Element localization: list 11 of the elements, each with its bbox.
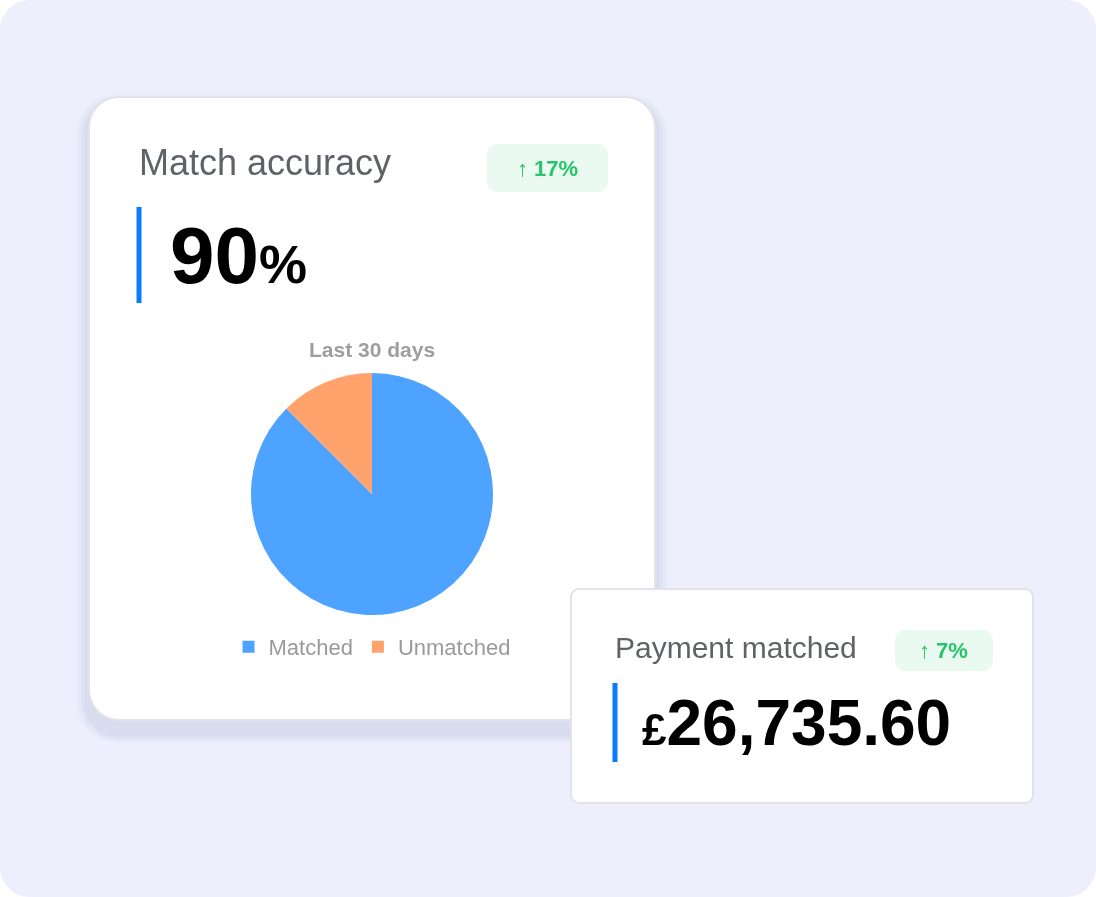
legend-label: Unmatched bbox=[397, 635, 511, 661]
chart-title: Last 30 days bbox=[309, 338, 436, 361]
legend-label: Matched bbox=[268, 635, 353, 661]
pie-slice bbox=[251, 373, 493, 615]
text: £26,735.60 bbox=[642, 687, 952, 759]
text: Payment matched bbox=[615, 631, 857, 664]
text: ↑ 17% bbox=[517, 156, 579, 181]
text: 90% bbox=[170, 211, 307, 300]
pie-slice bbox=[286, 373, 372, 494]
text: Match accuracy bbox=[139, 142, 392, 183]
text: ↑ 7% bbox=[919, 638, 968, 663]
